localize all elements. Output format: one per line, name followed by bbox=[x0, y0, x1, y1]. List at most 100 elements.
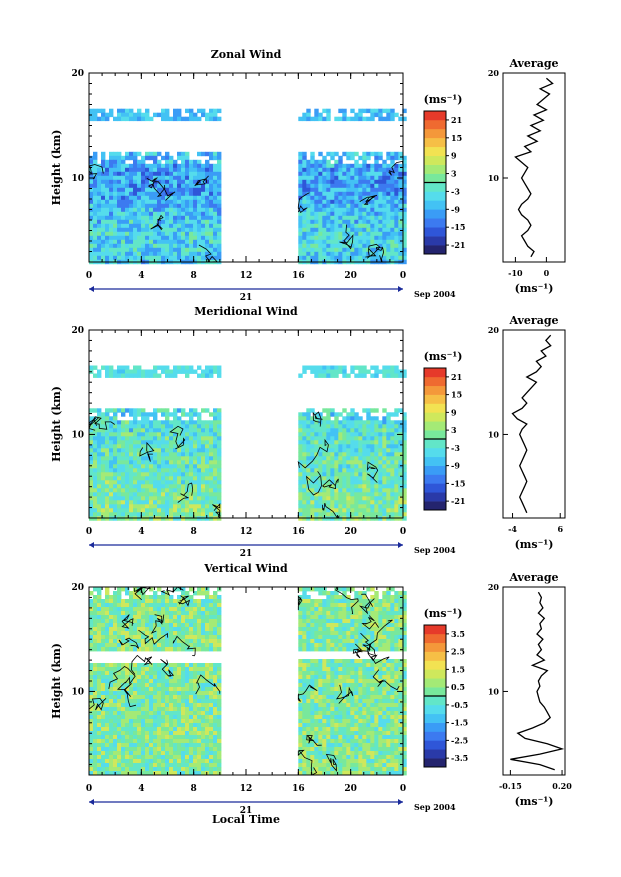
heatmap-cell bbox=[169, 715, 173, 719]
heatmap-cell bbox=[149, 715, 153, 719]
heatmap-cell bbox=[358, 440, 362, 444]
heatmap-cell bbox=[394, 248, 398, 252]
heatmap-cell bbox=[93, 683, 97, 687]
heatmap-cell bbox=[189, 228, 193, 232]
heatmap-cell bbox=[97, 248, 101, 252]
heatmap-cell bbox=[314, 248, 318, 252]
heatmap-cell bbox=[197, 172, 201, 176]
heatmap-cell bbox=[362, 500, 366, 504]
heatmap-cell bbox=[314, 240, 318, 244]
heatmap-cell bbox=[362, 248, 366, 252]
heatmap-cell bbox=[173, 168, 177, 172]
heatmap-cell bbox=[197, 488, 201, 492]
heatmap-cell bbox=[97, 212, 101, 216]
heatmap-cell bbox=[314, 508, 318, 512]
heatmap-cell bbox=[145, 719, 149, 723]
heatmap-cell bbox=[302, 204, 306, 208]
heatmap-cell bbox=[378, 440, 382, 444]
heatmap-cell bbox=[201, 468, 205, 472]
heatmap-cell bbox=[370, 416, 374, 420]
heatmap-cell bbox=[330, 224, 334, 228]
heatmap-cell bbox=[318, 480, 322, 484]
heatmap-cell bbox=[334, 228, 338, 232]
heatmap-cell bbox=[169, 180, 173, 184]
x-tick-label: 4 bbox=[138, 527, 144, 537]
heatmap-cell bbox=[205, 448, 209, 452]
heatmap-cell bbox=[109, 484, 113, 488]
heatmap-cell bbox=[165, 464, 169, 468]
heatmap-cell bbox=[193, 663, 197, 667]
heatmap-cell bbox=[165, 212, 169, 216]
heatmap-cell bbox=[318, 370, 322, 374]
heatmap-cell bbox=[177, 492, 181, 496]
heatmap-cell bbox=[330, 436, 334, 440]
heatmap-cell bbox=[205, 180, 209, 184]
heatmap-cell bbox=[330, 488, 334, 492]
heatmap-cell bbox=[326, 420, 330, 424]
heatmap-cell bbox=[398, 200, 402, 204]
heatmap-cell bbox=[113, 232, 117, 236]
heatmap-cell bbox=[318, 200, 322, 204]
heatmap-cell bbox=[185, 117, 189, 121]
heatmap-cell bbox=[189, 432, 193, 436]
heatmap-cell bbox=[314, 366, 318, 370]
heatmap-cell bbox=[217, 699, 221, 703]
heatmap-cell bbox=[189, 715, 193, 719]
heatmap-cell bbox=[177, 192, 181, 196]
heatmap-cell bbox=[326, 452, 330, 456]
heatmap-cell bbox=[330, 152, 334, 156]
heatmap-cell bbox=[350, 117, 354, 121]
heatmap-cell bbox=[378, 492, 382, 496]
heatmap-cell bbox=[374, 176, 378, 180]
heatmap-cell bbox=[370, 152, 374, 156]
heatmap-cell bbox=[133, 172, 137, 176]
heatmap-cell bbox=[161, 472, 165, 476]
heatmap-cell bbox=[93, 512, 97, 516]
heatmap-cell bbox=[93, 627, 97, 631]
heatmap-cell bbox=[109, 468, 113, 472]
heatmap-cell bbox=[398, 172, 402, 176]
heatmap-cell bbox=[358, 184, 362, 188]
heatmap-cell bbox=[185, 248, 189, 252]
heatmap-cell bbox=[145, 691, 149, 695]
heatmap-cell bbox=[93, 679, 97, 683]
heatmap-cell bbox=[326, 228, 330, 232]
heatmap-cell bbox=[197, 476, 201, 480]
heatmap-cell bbox=[378, 236, 382, 240]
heatmap-cell bbox=[338, 460, 342, 464]
heatmap-cell bbox=[185, 663, 189, 667]
heatmap-cell bbox=[201, 683, 205, 687]
heatmap-cell bbox=[217, 695, 221, 699]
heatmap-cell bbox=[386, 456, 390, 460]
heatmap-cell bbox=[177, 168, 181, 172]
heatmap-cell bbox=[318, 164, 322, 168]
heatmap-cell bbox=[205, 192, 209, 196]
heatmap-cell bbox=[358, 232, 362, 236]
heatmap-cell bbox=[382, 176, 386, 180]
heatmap-cell bbox=[350, 192, 354, 196]
heatmap-cell bbox=[334, 370, 338, 374]
heatmap-cell bbox=[153, 456, 157, 460]
heatmap-cell bbox=[129, 611, 133, 615]
heatmap-cell bbox=[197, 109, 201, 113]
heatmap-cell bbox=[209, 627, 213, 631]
heatmap-cell bbox=[362, 172, 366, 176]
heatmap-cell bbox=[137, 428, 141, 432]
heatmap-cell bbox=[342, 444, 346, 448]
heatmap-cell bbox=[125, 472, 129, 476]
heatmap-cell bbox=[378, 468, 382, 472]
heatmap-cell bbox=[370, 216, 374, 220]
heatmap-cell bbox=[205, 695, 209, 699]
heatmap-cell bbox=[374, 484, 378, 488]
heatmap-cell bbox=[157, 703, 161, 707]
heatmap-cell bbox=[109, 675, 113, 679]
heatmap-cell bbox=[117, 711, 121, 715]
heatmap-cell bbox=[141, 444, 145, 448]
heatmap-cell bbox=[354, 228, 358, 232]
heatmap-cell bbox=[306, 420, 310, 424]
heatmap-cell bbox=[141, 623, 145, 627]
heatmap-cell bbox=[113, 480, 117, 484]
heatmap-cell bbox=[181, 156, 185, 160]
heatmap-cell bbox=[129, 252, 133, 256]
heatmap-cell bbox=[213, 615, 217, 619]
